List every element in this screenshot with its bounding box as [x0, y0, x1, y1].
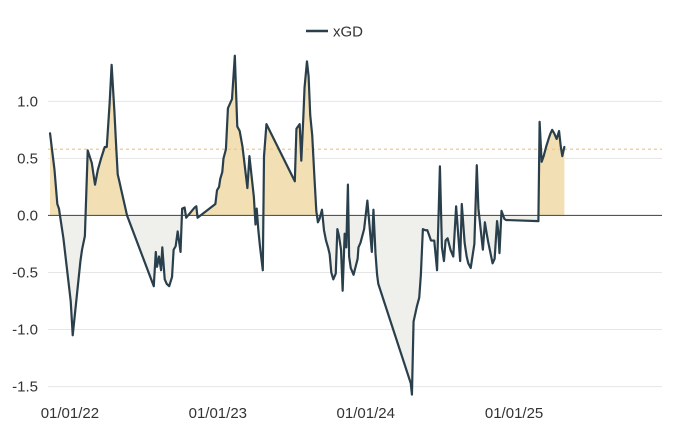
- negative-area-fill: [59, 215, 539, 395]
- legend-label-xgd: xGD: [333, 24, 363, 41]
- y-tick-label: -1.5: [12, 379, 38, 396]
- x-tick-label: 01/01/24: [337, 405, 395, 422]
- positive-area-fill: [50, 55, 565, 216]
- y-tick-label: -1.0: [12, 322, 38, 339]
- y-tick-label: 0.0: [17, 207, 38, 224]
- series-line-layer: [48, 54, 566, 396]
- series-line-xgd: [48, 54, 566, 396]
- y-tick-label: 0.5: [17, 150, 38, 167]
- x-axis: 01/01/22 01/01/23 01/01/24 01/01/25: [41, 405, 544, 422]
- x-tick-label: 01/01/22: [41, 405, 99, 422]
- x-tick-label: 01/01/25: [485, 405, 543, 422]
- y-axis: 1.0 0.5 0.0 -0.5 -1.0 -1.5: [12, 93, 38, 395]
- x-tick-label: 01/01/23: [189, 405, 247, 422]
- legend: xGD: [306, 24, 363, 41]
- y-tick-label: 1.0: [17, 93, 38, 110]
- area-fills: [50, 55, 565, 395]
- y-tick-label: -0.5: [12, 264, 38, 281]
